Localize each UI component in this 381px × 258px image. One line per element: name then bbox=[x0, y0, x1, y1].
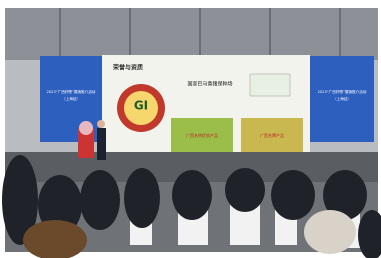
flowers bbox=[79, 121, 93, 135]
left-banner-subtitle: （上海站） bbox=[62, 96, 80, 101]
photo: 2023“广西好嘢”展销推介活动 （上海站） 2023“广西好嘢”展销推介活动 … bbox=[0, 0, 381, 258]
screen-heading: 荣誉与资质 bbox=[112, 64, 143, 72]
award-plaque bbox=[250, 74, 290, 96]
speaker-head bbox=[97, 120, 105, 128]
speaker bbox=[97, 128, 106, 160]
certificate-text: 广西名牌产品 bbox=[260, 132, 284, 138]
certificate-text: 广西名特优农产品 bbox=[186, 132, 218, 138]
gi-badge-text: GI bbox=[134, 99, 148, 113]
screen-caption: 国家巴马香猪保种场 bbox=[187, 81, 232, 88]
audience-light-jacket bbox=[304, 210, 356, 254]
left-banner-title: 2023“广西好嘢”展销推介活动 bbox=[47, 89, 96, 94]
page: 2023“广西好嘢”展销推介活动 （上海站） 2023“广西好嘢”展销推介活动 … bbox=[0, 0, 381, 258]
right-banner-subtitle: （上海站） bbox=[333, 96, 351, 101]
right-banner-title: 2023“广西好嘢”展销推介活动 bbox=[318, 89, 367, 94]
